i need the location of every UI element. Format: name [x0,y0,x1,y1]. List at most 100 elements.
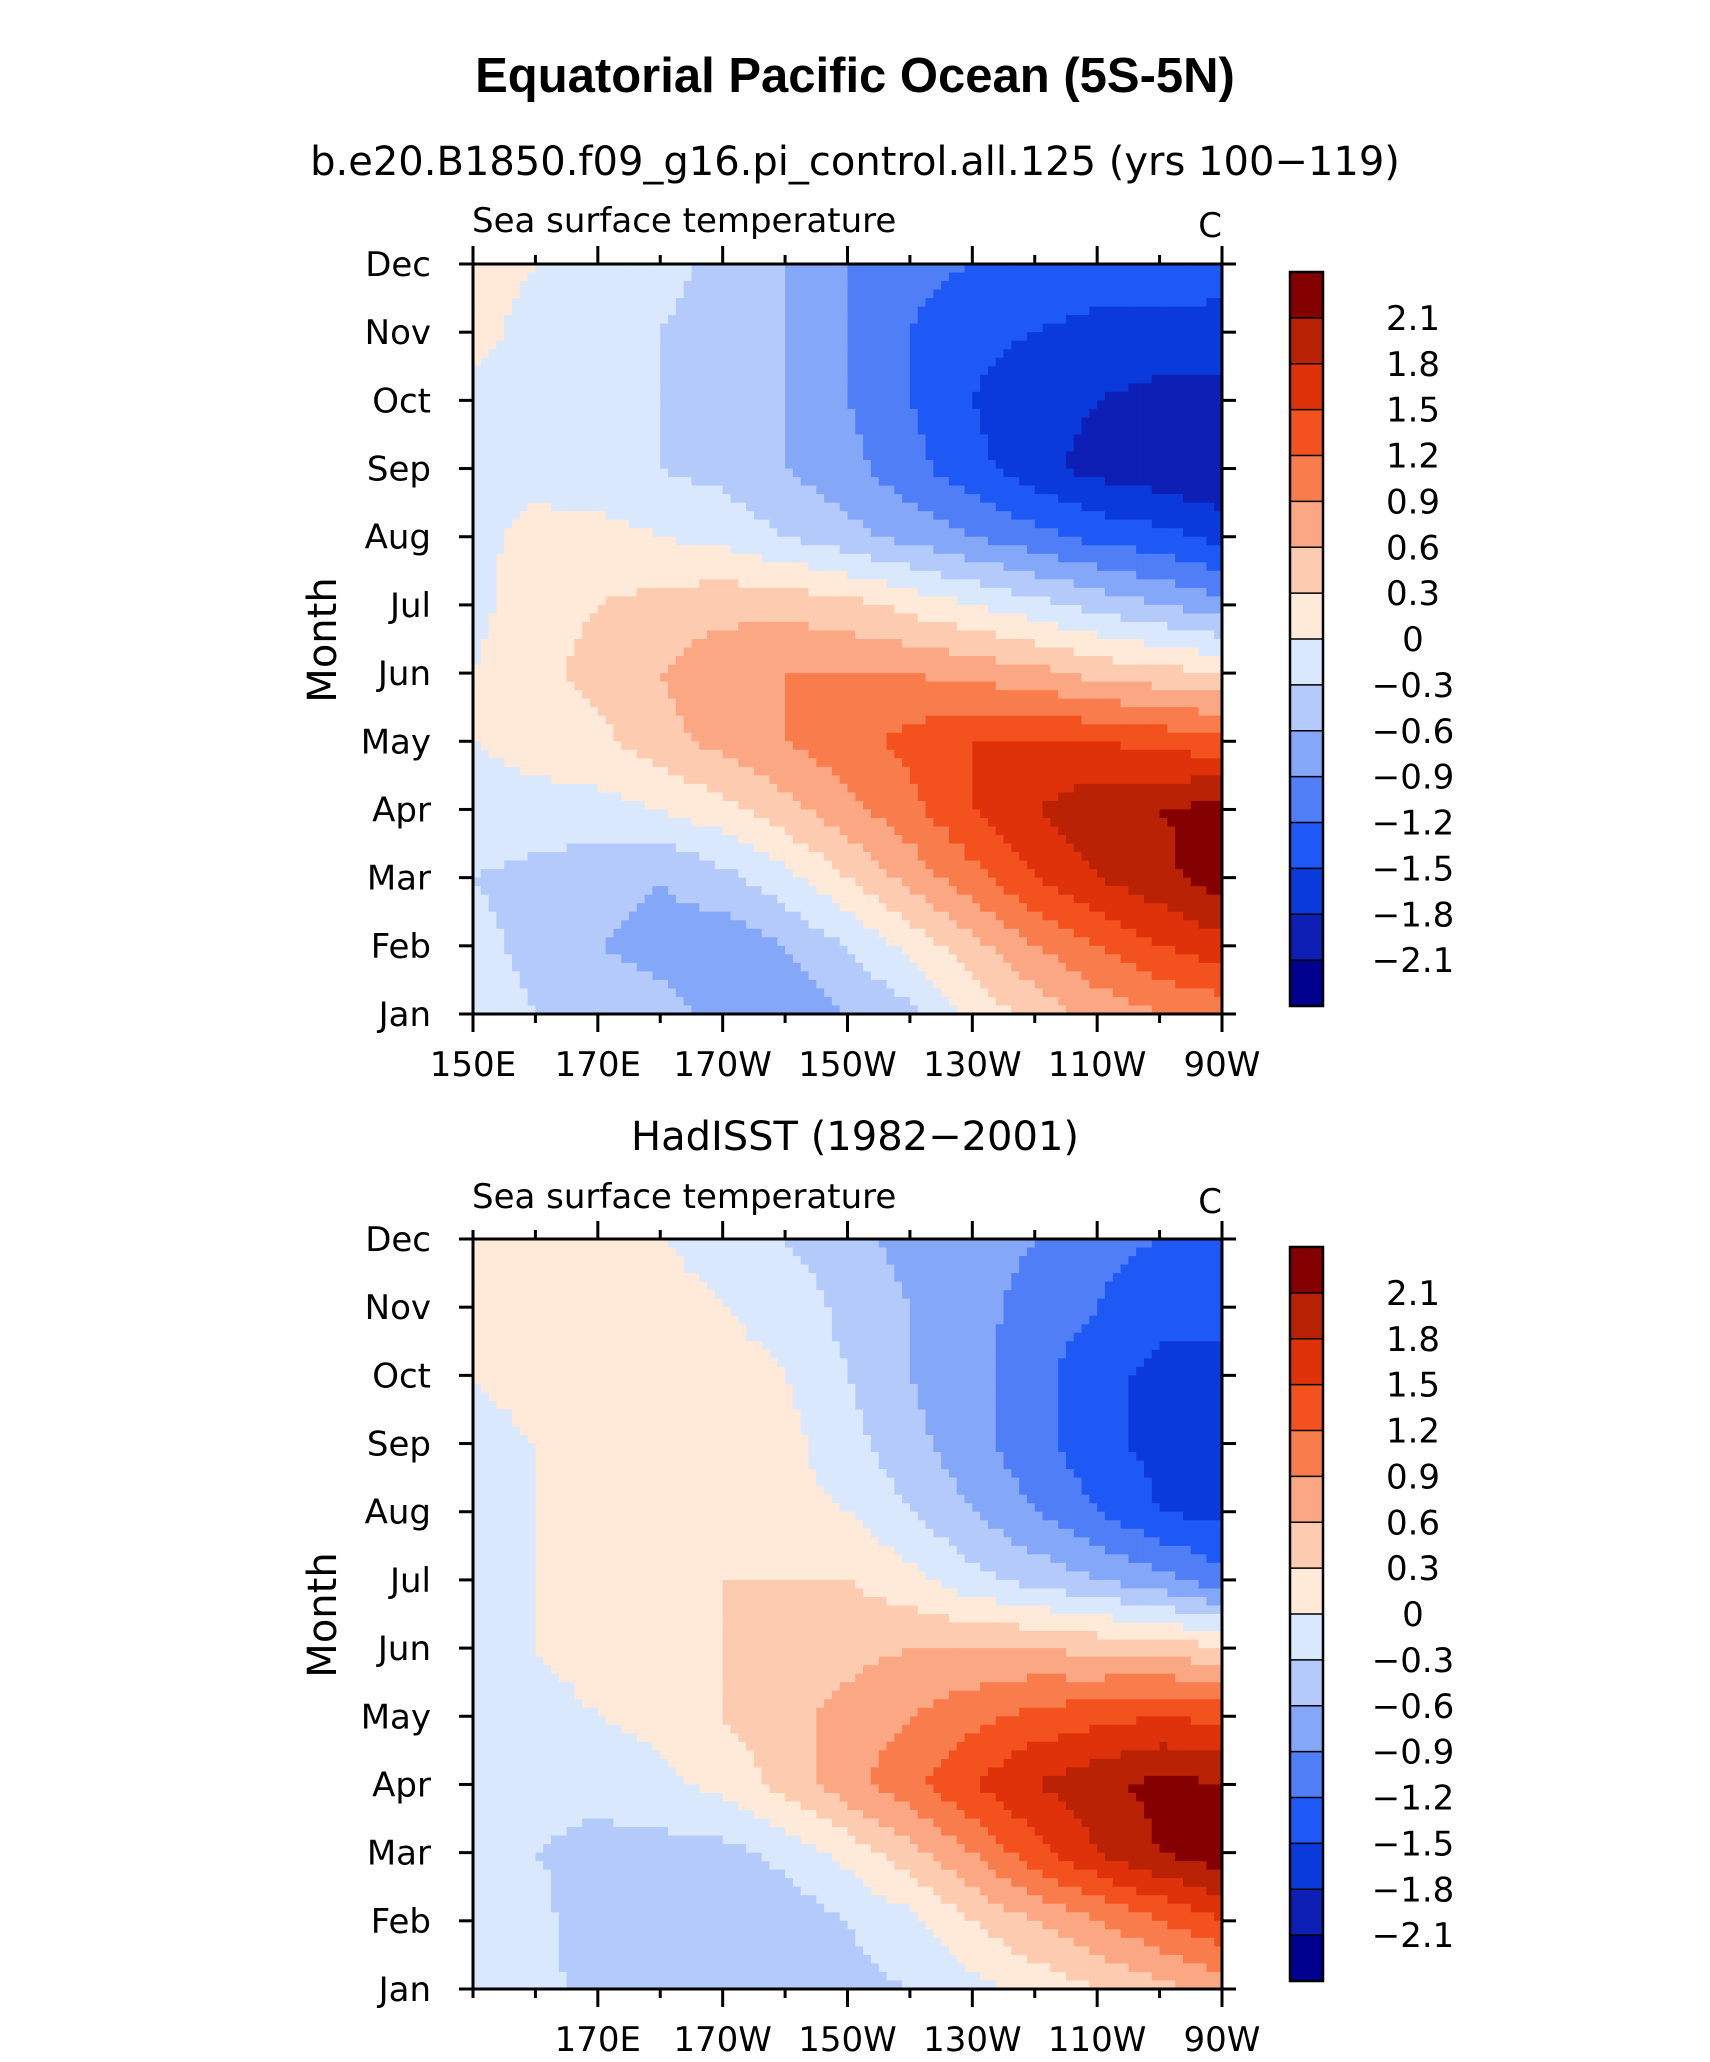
field-cell [987,408,997,419]
field-cell [1026,477,1036,487]
field-cell [1159,698,1168,708]
field-cell [1011,315,1020,325]
field-cell [1182,391,1192,401]
field-cell [1097,511,1106,521]
field-cell [1167,553,1176,563]
field-cell [590,306,599,316]
field-cell [714,673,724,683]
field-cell [800,383,810,393]
field-cell [831,579,841,589]
field-cell [582,272,591,282]
field-cell [902,536,911,546]
field-cell [777,417,786,427]
field-cell [605,400,615,410]
field-cell [1019,579,1028,589]
field-cell [878,698,888,708]
field-cell [1019,264,1028,274]
field-cell [1182,587,1192,597]
field-cell [1151,562,1161,572]
field-cell [613,536,622,546]
field-cell [699,425,708,436]
field-cell [909,272,919,282]
field-cell [761,502,771,512]
field-cell [543,349,552,359]
field-cell [870,306,880,316]
field-cell [1159,391,1168,401]
field-cell [855,528,864,538]
field-cell [730,272,739,282]
field-cell [1081,673,1090,683]
field-cell [683,340,693,350]
field-cell [1159,570,1168,580]
field-cell [1143,553,1153,563]
field-cell [964,621,973,632]
field-cell [1112,477,1122,487]
field-cell [956,562,966,572]
field-cell [574,417,583,427]
field-cell [1143,264,1153,274]
field-cell [785,562,794,572]
field-cell [543,460,552,470]
field-cell [972,536,981,546]
field-cell [902,417,911,427]
field-cell [941,673,950,683]
field-cell [597,366,607,376]
field-cell [699,391,708,401]
field-cell [785,596,794,606]
field-cell [987,630,997,640]
field-cell [1034,664,1044,674]
field-cell [870,528,880,538]
field-cell [941,442,950,453]
field-cell [636,553,646,563]
field-cell [527,281,537,291]
field-cell [613,579,622,589]
field-cell [909,511,919,521]
field-cell [636,442,646,453]
field-cell [816,528,825,538]
field-cell [847,442,856,453]
field-cell [504,391,513,401]
field-cell [800,570,810,580]
field-cell [636,332,646,342]
field-cell [1151,315,1161,325]
field-cell [980,485,989,495]
field-cell [847,570,856,580]
field-cell [987,511,997,521]
field-cell [613,281,622,291]
field-cell [761,630,771,640]
field-cell [566,400,576,410]
field-cell [675,553,685,563]
field-cell [558,460,568,470]
field-cell [933,281,942,291]
field-cell [707,323,716,333]
field-cell [488,451,497,461]
field-cell [613,289,622,299]
field-cell [753,332,763,342]
field-cell [636,340,646,350]
field-cell [1011,383,1020,393]
field-cell [730,630,739,640]
field-cell [777,298,786,308]
field-cell [909,494,919,504]
field-cell [1050,451,1059,461]
field-cell [1175,366,1184,376]
field-cell [863,315,872,325]
field-cell [1214,545,1223,555]
field-cell [863,536,872,546]
field-cell [707,690,716,700]
field-cell [675,528,685,538]
field-cell [605,425,615,436]
field-cell [730,340,739,350]
field-cell [1026,391,1036,401]
field-cell [878,281,888,291]
field-cell [1136,332,1145,342]
field-cell [870,468,880,478]
field-cell [605,485,615,495]
field-cell [512,511,521,521]
field-cell [660,366,669,376]
field-cell [1159,681,1168,691]
field-cell [504,587,513,597]
field-cell [792,298,802,308]
field-cell [816,664,825,674]
field-cell [1159,630,1168,640]
